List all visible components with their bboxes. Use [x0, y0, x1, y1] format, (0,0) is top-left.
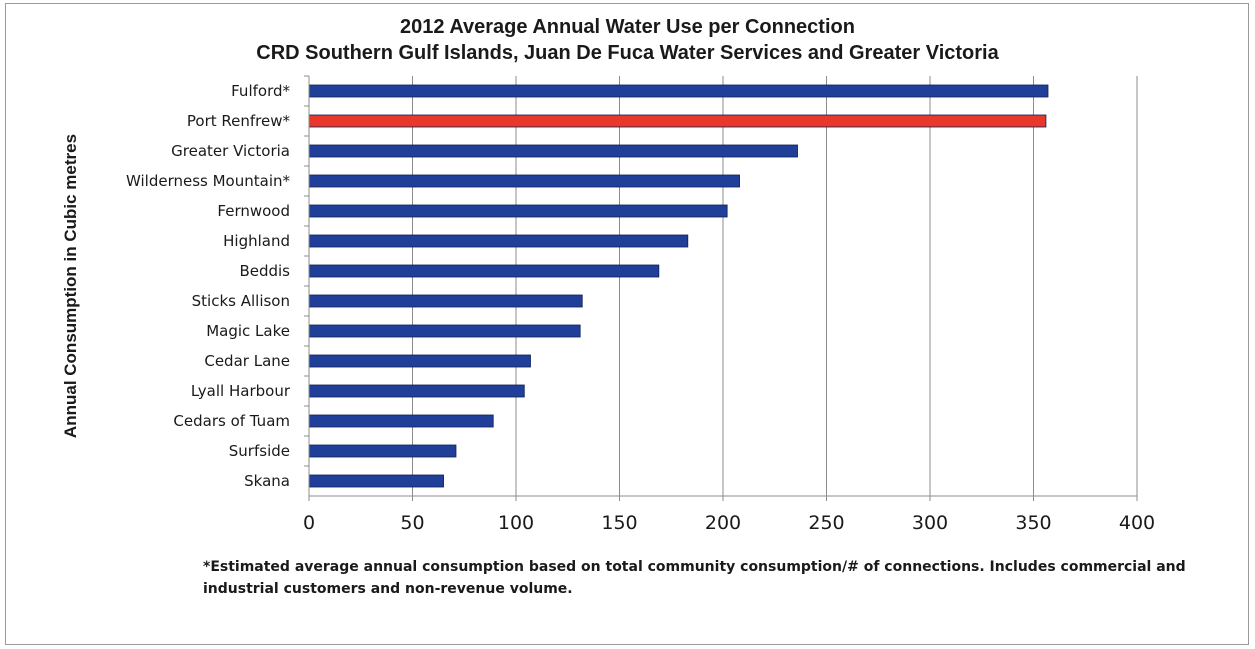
x-tick-label: 200	[705, 512, 741, 534]
category-label: Surfside	[229, 442, 290, 460]
bar-5	[308, 234, 689, 248]
category-label: Lyall Harbour	[191, 382, 291, 400]
category-label: Fernwood	[217, 202, 290, 220]
x-tick-label: 350	[1015, 512, 1051, 534]
category-label: Greater Victoria	[171, 142, 290, 160]
category-label: Port Renfrew*	[187, 112, 291, 130]
bar-8	[308, 324, 581, 338]
bar-0	[308, 84, 1049, 98]
category-label: Cedars of Tuam	[173, 412, 290, 430]
bar-7	[308, 294, 583, 308]
category-label: Beddis	[239, 262, 290, 280]
category-label: Magic Lake	[206, 322, 290, 340]
chart-subtitle: CRD Southern Gulf Islands, Juan De Fuca …	[256, 42, 999, 64]
bar-10	[308, 384, 525, 398]
bar-2	[308, 144, 798, 158]
chart-frame	[5, 3, 1249, 645]
chart-title: 2012 Average Annual Water Use per Connec…	[400, 16, 855, 38]
category-label: Wilderness Mountain*	[126, 172, 291, 190]
x-tick-label: 150	[601, 512, 637, 534]
x-tick-label: 0	[303, 512, 315, 534]
x-tick-label: 400	[1119, 512, 1155, 534]
bar-6	[308, 264, 660, 278]
category-label: Highland	[223, 232, 290, 250]
category-label: Sticks Allison	[192, 292, 290, 310]
x-tick-label: 250	[808, 512, 844, 534]
y-axis-label: Annual Consumption in Cubic metres	[61, 134, 80, 438]
bar-11	[308, 414, 494, 428]
bar-9	[308, 354, 531, 368]
category-label: Cedar Lane	[204, 352, 290, 370]
footnote: *Estimated average annual consumption ba…	[203, 559, 1186, 597]
category-label: Skana	[244, 472, 290, 490]
x-tick-label: 50	[400, 512, 424, 534]
bar-3	[308, 174, 740, 188]
category-label: Fulford*	[231, 82, 290, 100]
bar-1	[308, 114, 1047, 128]
x-tick-label: 300	[912, 512, 948, 534]
bar-4	[308, 204, 728, 218]
bar-13	[308, 474, 444, 488]
bar-12	[308, 444, 457, 458]
x-tick-label: 100	[498, 512, 534, 534]
